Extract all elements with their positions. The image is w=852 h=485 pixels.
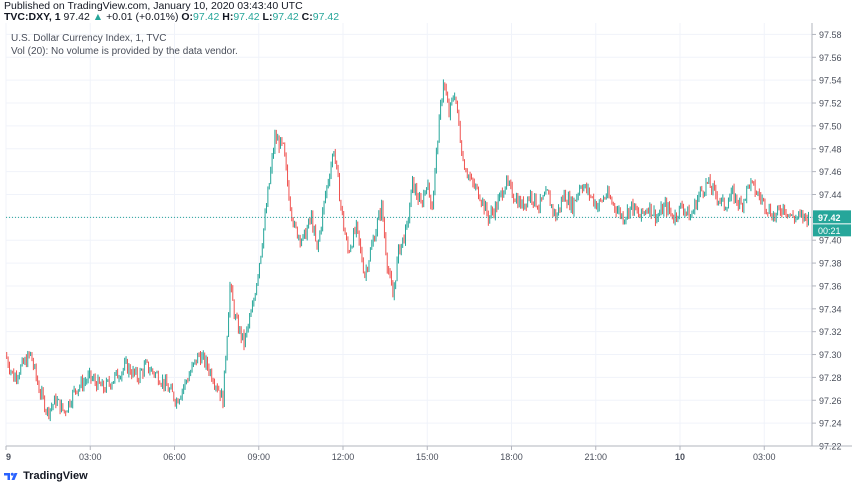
y-tick-label: 97.48 bbox=[819, 144, 842, 154]
y-tick-label: 97.44 bbox=[819, 190, 842, 200]
low-label: L: bbox=[262, 11, 273, 23]
y-tick-label: 97.54 bbox=[819, 76, 842, 86]
price-chart[interactable]: 97.58 97.56 97.54 97.52 97.50 97.48 97.46 97.44… bbox=[0, 23, 852, 467]
high-value: 97.42 bbox=[233, 11, 260, 23]
close-label: C: bbox=[301, 11, 313, 23]
countdown-label: 00:21 bbox=[818, 226, 841, 236]
chart-area[interactable]: 97.58 97.56 97.54 97.52 97.50 97.48 97.46 97.44… bbox=[0, 23, 852, 467]
countdown-badge bbox=[813, 224, 851, 237]
y-tick-label: 97.58 bbox=[819, 30, 842, 40]
x-tick-label: 9 bbox=[6, 452, 11, 462]
up-arrow-icon: ▲ bbox=[92, 11, 104, 23]
published-note: Published on TradingView.com, January 10… bbox=[4, 0, 303, 12]
y-tick-label: 97.26 bbox=[819, 396, 842, 406]
quote-line: TVC:DXY, 1 97.42 ▲ +0.01 (+0.01%) O:97.4… bbox=[4, 11, 339, 23]
symbol-label[interactable]: TVC:DXY, 1 bbox=[4, 11, 61, 23]
y-tick-label: 97.34 bbox=[819, 304, 842, 314]
y-tick-label: 97.30 bbox=[819, 350, 842, 360]
open-value: 97.42 bbox=[193, 11, 220, 23]
plot-background bbox=[6, 23, 812, 446]
candles bbox=[6, 79, 809, 422]
close-value: 97.42 bbox=[312, 11, 340, 23]
y-tick-label: 97.50 bbox=[819, 121, 842, 131]
x-tick-label: 15:00 bbox=[416, 452, 439, 462]
last-price: 97.42 bbox=[63, 11, 90, 23]
y-tick-label: 97.56 bbox=[819, 53, 842, 63]
y-tick-label: 97.52 bbox=[819, 99, 842, 109]
y-tick-label: 97.38 bbox=[819, 259, 842, 269]
x-tick-label: 06:00 bbox=[163, 452, 186, 462]
x-tick-label: 03:00 bbox=[753, 452, 776, 462]
x-tick-label: 18:00 bbox=[500, 452, 523, 462]
y-tick-label: 97.28 bbox=[819, 373, 842, 383]
y-tick-label: 97.40 bbox=[819, 236, 842, 246]
legend-title: U.S. Dollar Currency Index, 1, TVC bbox=[11, 33, 167, 44]
tradingview-logo-icon bbox=[4, 472, 18, 480]
brand-name: TradingView bbox=[23, 470, 88, 483]
high-label: H: bbox=[222, 11, 234, 23]
y-tick-label: 97.36 bbox=[819, 281, 842, 291]
x-tick-label: 21:00 bbox=[584, 452, 607, 462]
open-label: O: bbox=[181, 11, 194, 23]
x-tick-label: 03:00 bbox=[79, 452, 102, 462]
last-price-badge bbox=[813, 210, 851, 224]
low-value: 97.42 bbox=[272, 11, 299, 23]
volume-note: Vol (20): No volume is provided by the d… bbox=[11, 46, 238, 57]
y-tick-label: 97.32 bbox=[819, 327, 842, 337]
x-tick-label: 09:00 bbox=[247, 452, 270, 462]
x-tick-label: 10 bbox=[675, 452, 685, 462]
price-change: +0.01 (+0.01%) bbox=[106, 11, 179, 23]
x-tick-label: 12:00 bbox=[332, 452, 355, 462]
chart-legend: U.S. Dollar Currency Index, 1, TVC Vol (… bbox=[11, 32, 238, 58]
y-tick-label: 97.46 bbox=[819, 167, 842, 177]
y-tick-label: 97.24 bbox=[819, 419, 842, 429]
chart-header: Published on TradingView.com, January 10… bbox=[4, 0, 849, 24]
last-price-label: 97.42 bbox=[818, 213, 841, 223]
footer-brand[interactable]: TradingView bbox=[4, 470, 88, 484]
